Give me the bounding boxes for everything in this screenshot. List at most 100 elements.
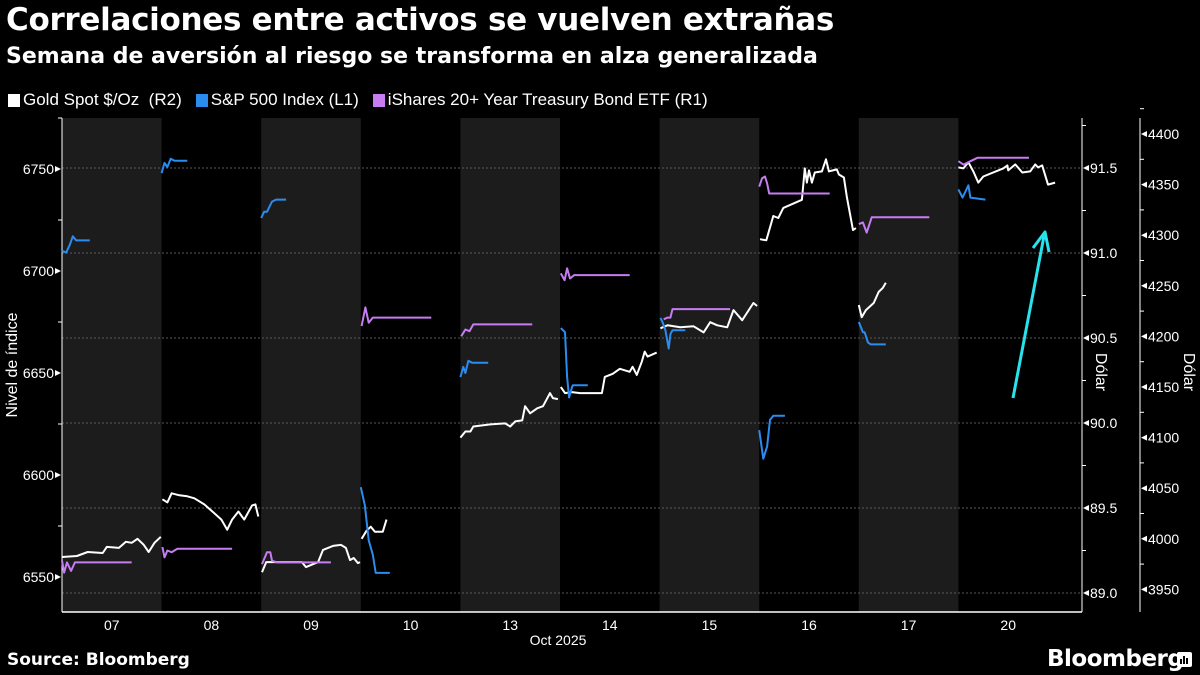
series-sp500-line-15: [659, 317, 686, 350]
left-tick-mark: [55, 268, 61, 274]
legend: Gold Spot $/Oz (R2) S&P 500 Index (L1) i…: [8, 90, 708, 110]
series-tlt-line-14: [559, 267, 630, 282]
right2-tick-label: 4400: [1148, 126, 1179, 142]
series-gold-line-13: [459, 392, 559, 439]
legend-swatch-sp500: [195, 93, 208, 107]
x-tick-label-07: 07: [104, 617, 120, 633]
right1-tick-mark: [1083, 505, 1089, 511]
legend-item-sp500: S&P 500 Index (L1): [195, 90, 359, 110]
series-tlt-line-09: [261, 551, 331, 565]
series-sp500-line-14: [560, 327, 588, 399]
series-gold-line-16: [759, 158, 857, 242]
x-tick-label-14: 14: [602, 617, 618, 633]
legend-label-sp500: S&P 500 Index (L1): [210, 90, 359, 109]
series-sp500-line-10: [359, 486, 390, 574]
right1-tick-label: 91.5: [1090, 160, 1117, 176]
right2-tick-label: 4050: [1148, 480, 1179, 496]
series-gold-line-20: [958, 161, 1056, 186]
legend-swatch-gold: [8, 93, 20, 107]
right1-axis-title: Dólar: [1092, 353, 1109, 392]
series-sp500-line-17: [857, 321, 886, 346]
series-sp500-line-20: [957, 184, 986, 201]
chart-subtitle: Semana de aversión al riesgo se transfor…: [6, 44, 818, 69]
left-tick-mark: [55, 574, 61, 580]
x-tick-label-16: 16: [801, 617, 817, 633]
day-band-07: [62, 118, 162, 612]
legend-item-tlt: iShares 20+ Year Treasury Bond ETF (R1): [372, 90, 708, 110]
x-tick-label-13: 13: [502, 617, 518, 633]
right2-tick-mark: [1141, 333, 1147, 340]
right2-tick-label: 4150: [1148, 379, 1179, 395]
right1-tick-label: 90.5: [1090, 330, 1117, 346]
series-tlt-line-16: [758, 175, 830, 195]
legend-label-gold: Gold Spot $/Oz (R2): [23, 90, 182, 109]
right2-tick-label: 4000: [1148, 531, 1179, 547]
series-tlt-line-08: [161, 546, 233, 559]
series-gold-line-15: [660, 302, 758, 334]
day-band-15: [659, 118, 760, 612]
left-tick-mark: [55, 166, 61, 172]
series-gold-line-17: [857, 282, 887, 319]
day-band-17: [858, 118, 959, 612]
series-gold-line-14: [559, 350, 658, 395]
day-band-13: [460, 118, 560, 612]
series-tlt-line-15: [663, 308, 731, 321]
right2-tick-label: 4250: [1148, 278, 1179, 294]
x-tick-label-08: 08: [204, 617, 220, 633]
left-tick-label: 6650: [23, 365, 54, 381]
right2-tick-mark: [1141, 232, 1147, 239]
right1-tick-mark: [1083, 165, 1089, 171]
legend-label-tlt: iShares 20+ Year Treasury Bond ETF (R1): [387, 90, 708, 109]
series-gold-line-08: [161, 492, 260, 531]
left-tick-label: 6550: [23, 569, 54, 585]
left-tick-mark: [55, 370, 61, 376]
right1-tick-mark: [1083, 590, 1089, 596]
series-sp500-line-07: [61, 235, 90, 254]
right2-tick-mark: [1141, 181, 1147, 188]
chart-title: Correlaciones entre activos se vuelven e…: [6, 2, 835, 38]
right1-tick-label: 91.0: [1090, 245, 1117, 261]
right1-tick-mark: [1083, 335, 1089, 341]
right2-tick-label: 4100: [1148, 430, 1179, 446]
right2-tick-mark: [1141, 282, 1147, 289]
x-tick-label-17: 17: [901, 617, 917, 633]
x-tick-label-20: 20: [1000, 617, 1016, 633]
series-gold-line-10: [360, 519, 388, 540]
x-tick-label-10: 10: [403, 617, 419, 633]
right2-tick-label: 4300: [1148, 227, 1179, 243]
legend-swatch-tlt: [372, 93, 385, 107]
series-tlt-line-10: [360, 306, 432, 327]
annotation-arrowhead-icon: [1031, 230, 1051, 253]
x-axis-title: Oct 2025: [530, 632, 587, 648]
bloomberg-chart-icon: [1177, 652, 1192, 667]
right2-tick-mark: [1141, 131, 1147, 137]
x-tick-label-15: 15: [702, 617, 718, 633]
series-tlt-line-13: [460, 323, 533, 337]
annotation-arrow-icon: [1011, 235, 1046, 399]
series-tlt-line-07: [61, 560, 132, 574]
left-tick-label: 6750: [23, 161, 54, 177]
left-tick-label: 6700: [23, 263, 54, 279]
series-sp500-line-09: [260, 198, 287, 219]
right2-tick-mark: [1141, 485, 1147, 492]
left-axis-title: Nivel de índice: [4, 312, 21, 417]
right1-tick-label: 89.5: [1090, 500, 1117, 516]
bloomberg-logo: Bloomberg: [1047, 646, 1184, 672]
x-tick-label-09: 09: [303, 617, 319, 633]
right1-tick-mark: [1083, 420, 1089, 426]
right1-tick-mark: [1083, 250, 1089, 256]
right2-axis-title: Dólar: [1180, 353, 1197, 392]
right2-tick-mark: [1141, 535, 1147, 542]
right1-tick-label: 90.0: [1090, 415, 1117, 431]
right1-tick-label: 89.0: [1090, 585, 1117, 601]
series-gold-line-07: [61, 536, 162, 558]
series-tlt-line-20: [957, 156, 1029, 166]
left-tick-label: 6600: [23, 467, 54, 483]
right2-tick-mark: [1141, 586, 1147, 593]
right2-tick-label: 4350: [1148, 177, 1179, 193]
series-tlt-line-17: [858, 216, 930, 234]
legend-item-gold: Gold Spot $/Oz (R2): [8, 90, 182, 110]
day-band-09: [261, 118, 361, 612]
series-sp500-line-08: [160, 157, 188, 174]
